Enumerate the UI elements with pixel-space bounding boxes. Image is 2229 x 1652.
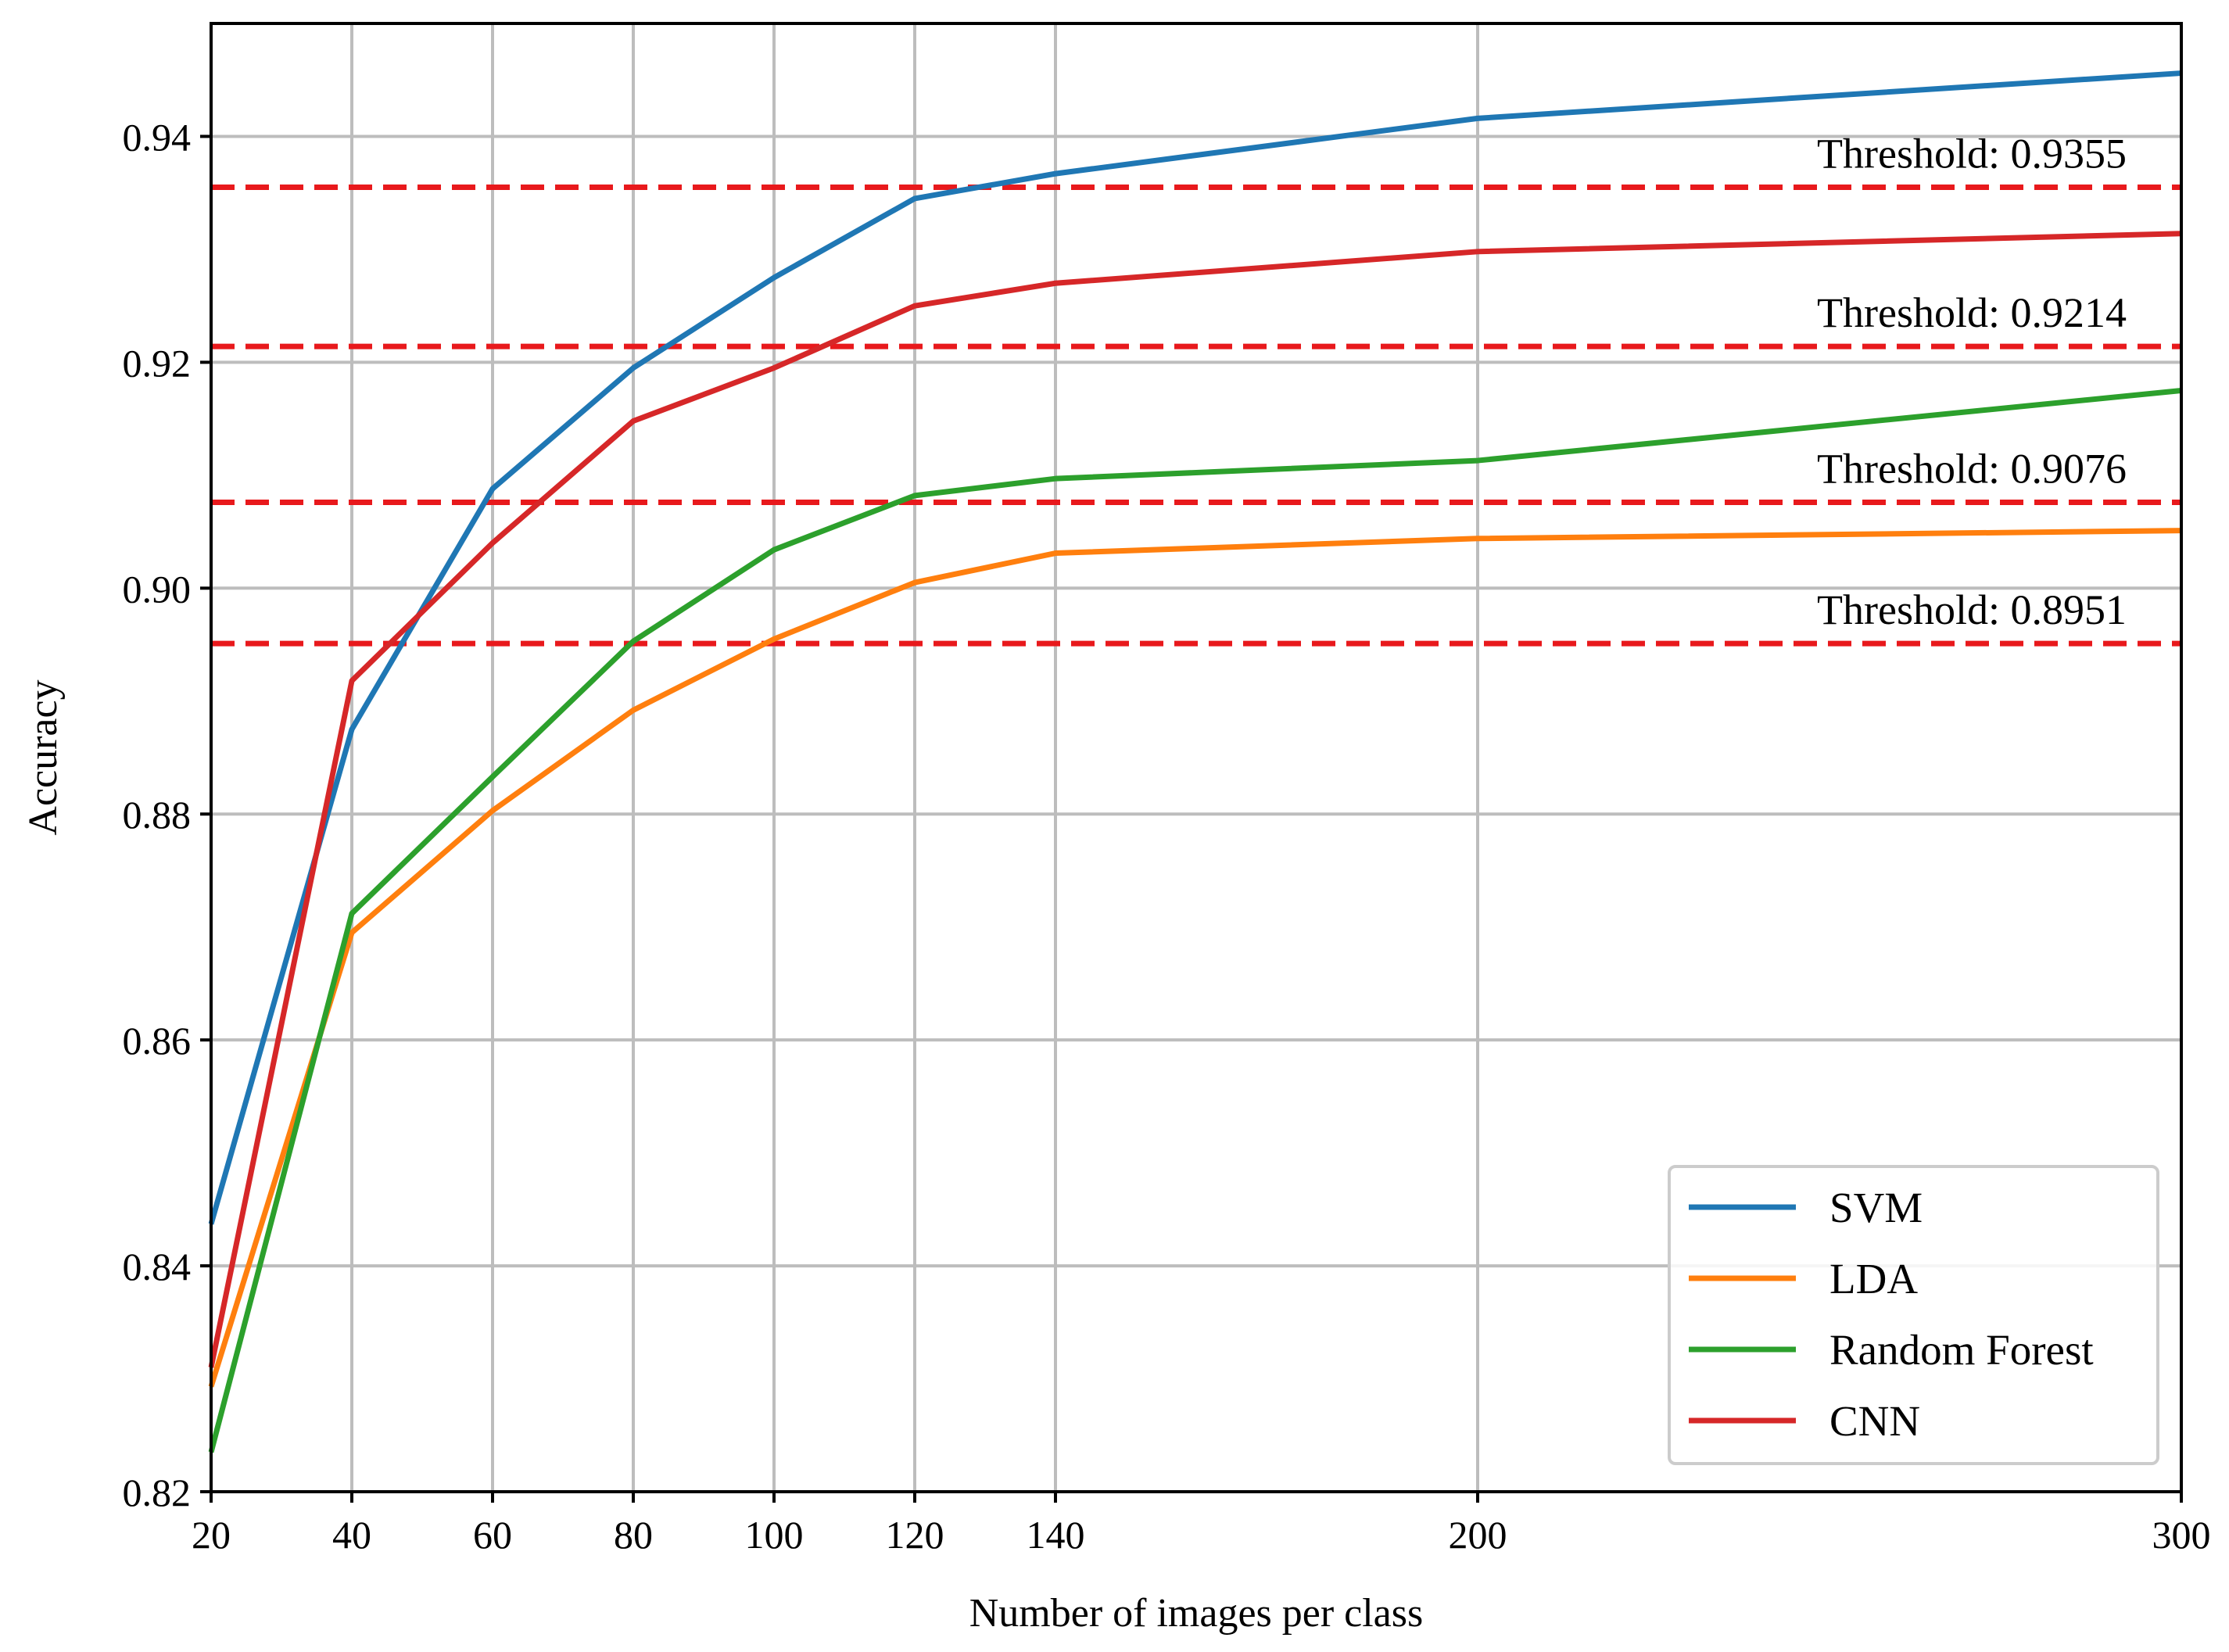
- y-tick-label: 0.84: [123, 1245, 192, 1288]
- x-tick-label: 60: [473, 1513, 512, 1557]
- legend-label: CNN: [1829, 1397, 1920, 1445]
- legend-label: Random Forest: [1829, 1326, 2094, 1374]
- plot-frame: [210, 22, 2183, 1493]
- axis-ticks: 20 40 60 80 100 120 140 200 300 0.82 0.84 0.86 0.88 0…: [123, 115, 2211, 1557]
- y-tick-label: 0.94: [123, 115, 192, 159]
- x-tick-label: 200: [1449, 1513, 1507, 1557]
- x-tick-label: 80: [614, 1513, 653, 1557]
- legend-box: [1668, 1165, 2159, 1465]
- threshold-label: Threshold: 0.9355: [1817, 130, 2127, 177]
- y-tick-label: 0.82: [123, 1471, 192, 1514]
- y-tick-label: 0.88: [123, 793, 192, 837]
- threshold-label: Threshold: 0.8951: [1817, 586, 2127, 633]
- x-tick-label: 100: [745, 1513, 804, 1557]
- y-axis-label: Accuracy: [21, 679, 66, 835]
- x-tick-label: 40: [332, 1513, 371, 1557]
- grid-lines: [210, 23, 2183, 1493]
- series-line-cnn: [208, 231, 2182, 1368]
- x-tick-label: 120: [886, 1513, 944, 1557]
- x-tick-label: 140: [1027, 1513, 1085, 1557]
- legend: SVM LDA Random Forest CNN: [1668, 1165, 2159, 1465]
- x-axis-label: Number of images per class: [969, 1591, 1423, 1636]
- x-tick-label: 300: [2152, 1513, 2211, 1557]
- y-tick-label: 0.90: [123, 567, 192, 611]
- y-tick-label: 0.92: [123, 341, 192, 385]
- series-line-random-forest: [208, 388, 2182, 1453]
- legend-label: LDA: [1829, 1255, 1918, 1303]
- series-lines: [208, 70, 2182, 1453]
- x-tick-label: 20: [192, 1513, 231, 1557]
- legend-label: SVM: [1829, 1184, 1923, 1231]
- threshold-label: Threshold: 0.9214: [1817, 289, 2127, 336]
- series-line-svm: [208, 70, 2182, 1225]
- series-line-lda: [208, 528, 2182, 1388]
- y-tick-label: 0.86: [123, 1019, 192, 1063]
- threshold-lines: Threshold: 0.9355 Threshold: 0.9214 Thresh…: [211, 130, 2181, 647]
- threshold-label: Threshold: 0.9076: [1817, 446, 2127, 493]
